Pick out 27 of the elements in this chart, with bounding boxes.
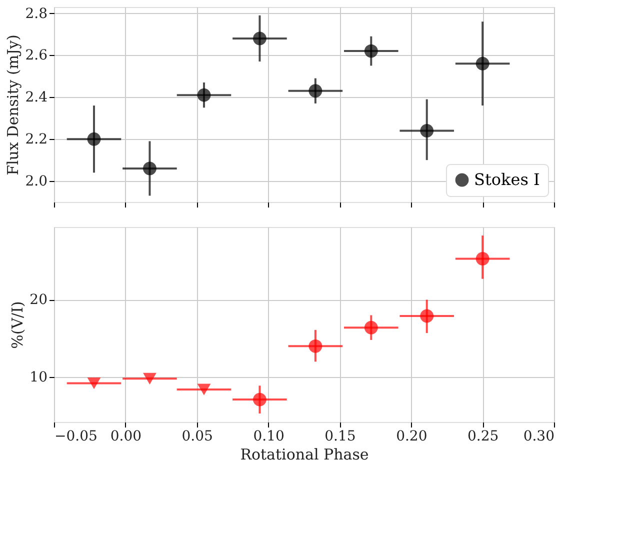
x-tick-label: 0.00: [110, 428, 142, 444]
y-tick-label: 2.8: [25, 6, 48, 22]
y-tick-label: 2.6: [25, 48, 48, 64]
legend-label: Stokes I: [474, 170, 540, 189]
y-tick-label: 10: [30, 370, 48, 386]
point: [253, 32, 266, 46]
point: [476, 56, 490, 70]
x-tick-label: 0.15: [324, 428, 356, 444]
y-tick-label: 2.2: [25, 132, 48, 148]
y-tick-label: 2.4: [25, 90, 48, 106]
point: [87, 132, 101, 146]
point: [420, 124, 434, 138]
x-tick-label: 0.05: [182, 428, 213, 444]
y-tick-label: 2.0: [25, 174, 48, 190]
point: [143, 162, 156, 176]
x-tick-label: 0.30: [523, 428, 554, 444]
point: [364, 44, 378, 58]
point: [197, 88, 211, 102]
point: [308, 84, 322, 98]
x-tick-label: 0.20: [396, 428, 428, 444]
x-tick-label: −0.05: [54, 428, 98, 444]
y-axis-title: Flux Density (mJy): [4, 34, 22, 176]
x-tick-label: 0.10: [253, 428, 284, 444]
x-axis-title: Rotational Phase: [240, 446, 369, 464]
x-tick-label: 0.25: [467, 428, 499, 444]
y-tick-label: 20: [30, 292, 48, 308]
y-axis-title: %(V/I): [8, 301, 27, 349]
